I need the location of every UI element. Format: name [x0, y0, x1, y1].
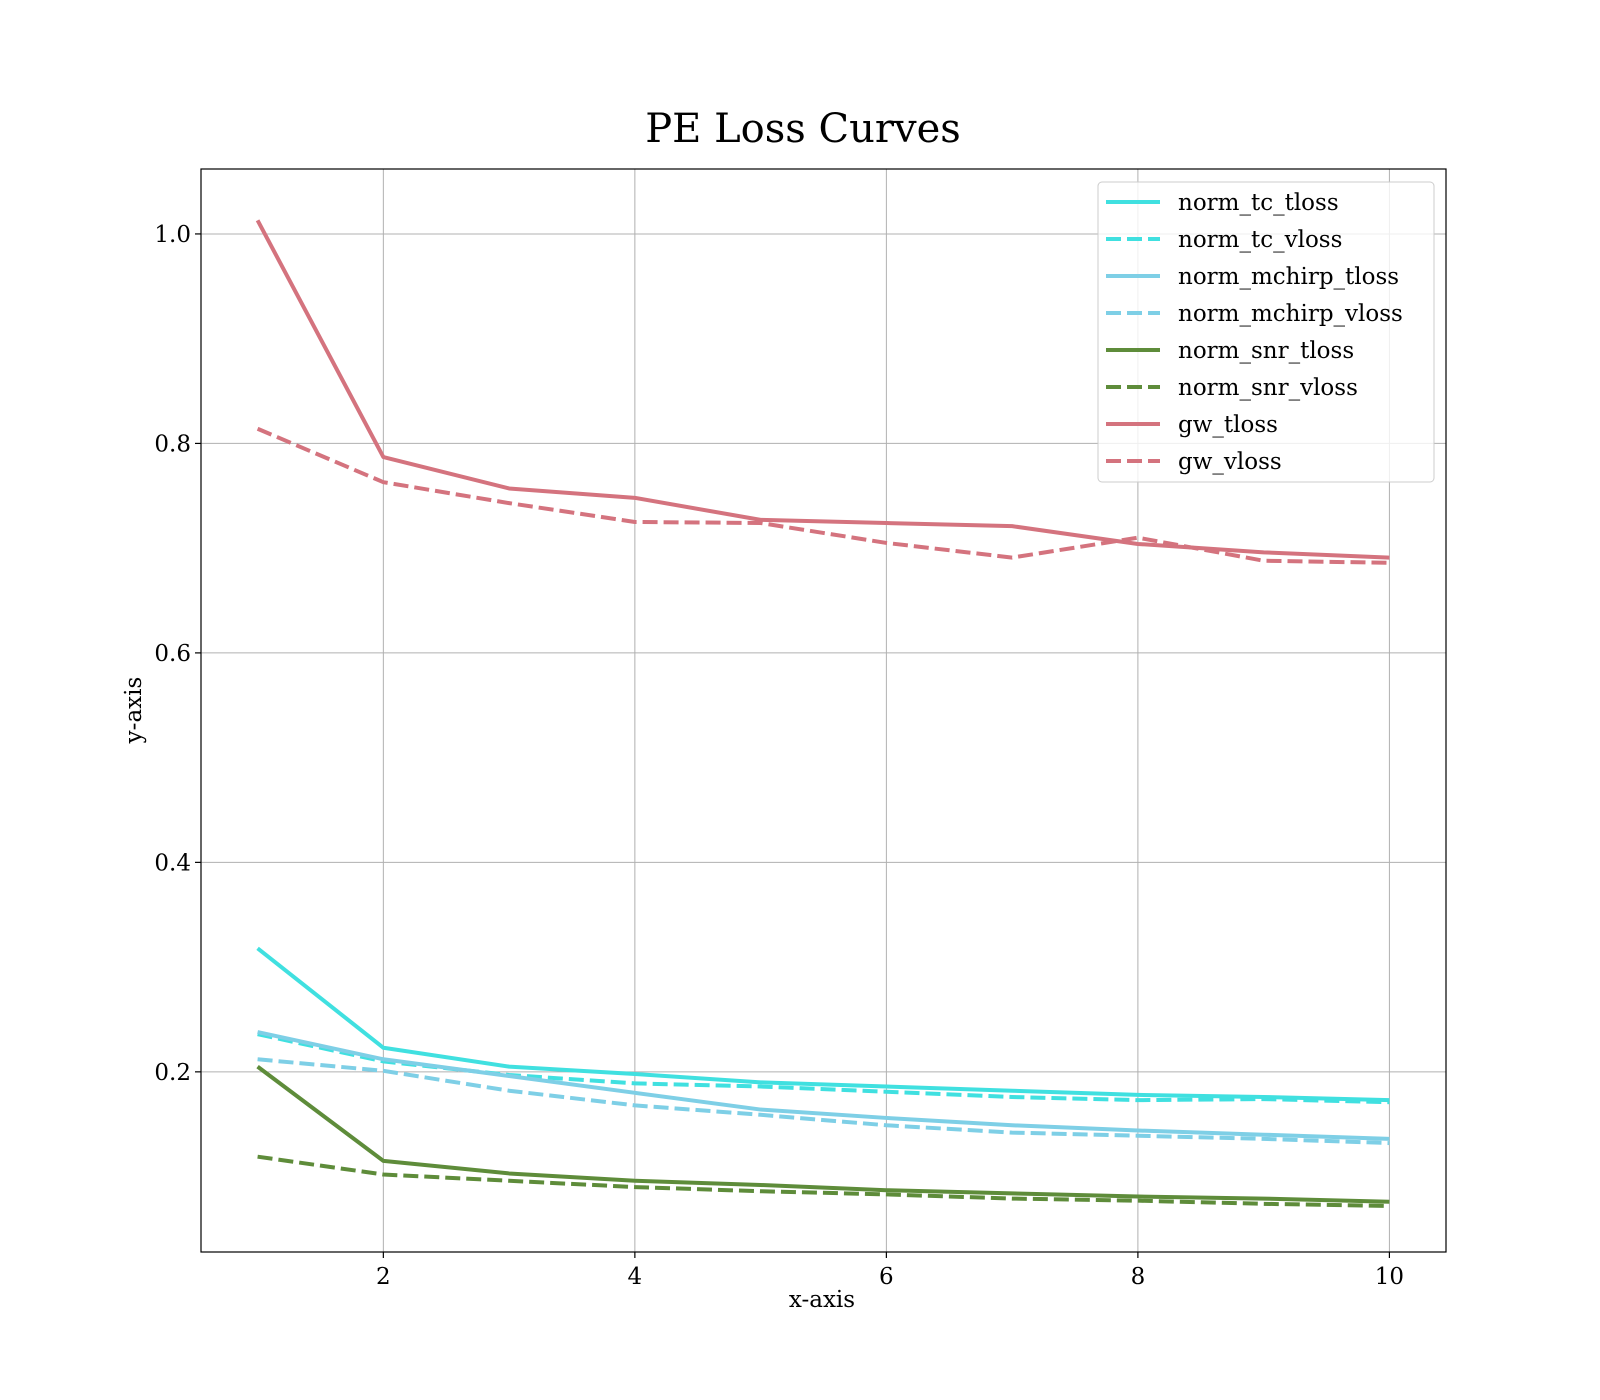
series-line-norm-snr-vloss: [257, 1154, 1390, 1208]
series-line-norm-snr-tloss: [256, 1065, 1390, 1204]
x-tick-label: 8: [1131, 1264, 1146, 1290]
x-tick-label: 2: [376, 1264, 391, 1290]
legend-label: norm_tc_tloss: [1178, 190, 1339, 216]
legend-label: norm_snr_tloss: [1178, 338, 1354, 364]
x-tick-label: 6: [879, 1264, 894, 1290]
chart-title: PE Loss Curves: [645, 106, 961, 152]
series-line-gw-vloss: [256, 426, 1390, 565]
series-line-norm-mchirp-vloss: [257, 1057, 1390, 1146]
y-tick-label: 0.6: [154, 641, 191, 667]
plot-frame: [200, 168, 1447, 1253]
y-tick-label: 0.2: [154, 1060, 191, 1086]
y-tick-label: 0.4: [154, 850, 191, 876]
plot-series: [255, 219, 1390, 1208]
series-line-norm-mchirp-tloss: [257, 1030, 1390, 1141]
legend-label: norm_mchirp_tloss: [1178, 264, 1399, 290]
series-line-norm-tc-tloss: [256, 946, 1390, 1103]
legend-label: norm_snr_vloss: [1178, 375, 1358, 401]
y-tick-label: 1.0: [154, 222, 191, 248]
legend: norm_tc_tloss norm_tc_vloss norm_mchirp_tl…: [1097, 181, 1435, 483]
axis-ticks: 2 4 6 8 10 0.2 0.4 0.6 0.8 1.0: [154, 222, 1404, 1290]
legend-label: gw_vloss: [1178, 449, 1282, 475]
x-tick-label: 4: [628, 1264, 643, 1290]
y-tick-label: 0.8: [154, 431, 191, 457]
x-tick-label: 10: [1375, 1264, 1404, 1290]
y-axis-label: y-axis: [121, 677, 147, 745]
series-line-gw-tloss: [255, 219, 1390, 560]
legend-label: norm_tc_vloss: [1178, 227, 1342, 253]
x-axis-label: x-axis: [789, 1287, 855, 1313]
legend-label: norm_mchirp_vloss: [1178, 301, 1403, 327]
legend-label: gw_tloss: [1178, 412, 1278, 438]
legend-box: [1097, 181, 1435, 483]
